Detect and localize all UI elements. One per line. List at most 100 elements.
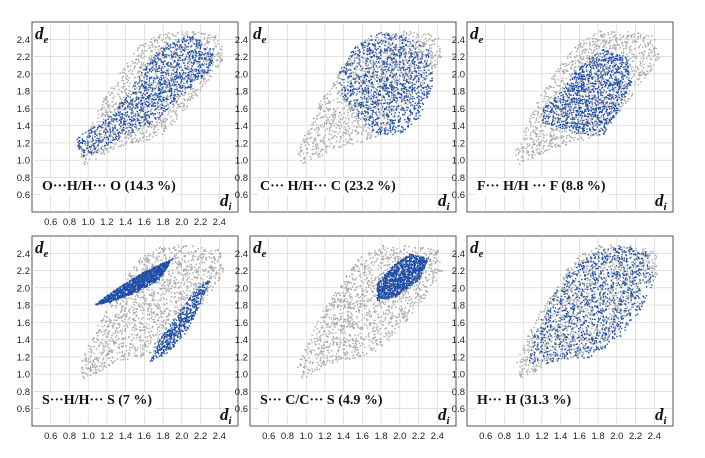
data-point xyxy=(350,92,352,95)
data-point xyxy=(135,103,137,105)
data-point xyxy=(199,82,201,85)
data-point xyxy=(408,57,410,59)
data-point xyxy=(169,79,171,82)
data-point xyxy=(166,34,169,36)
data-point xyxy=(390,84,392,86)
data-point xyxy=(401,74,404,77)
data-point xyxy=(104,111,107,114)
data-point xyxy=(199,46,202,48)
data-point xyxy=(364,90,366,92)
data-point xyxy=(145,100,148,103)
data-point xyxy=(388,95,390,98)
data-point xyxy=(396,65,398,68)
data-point xyxy=(131,125,133,127)
data-point xyxy=(151,65,153,68)
data-point xyxy=(413,53,416,55)
data-point xyxy=(359,76,361,78)
data-point xyxy=(172,66,175,68)
data-point xyxy=(118,131,120,133)
data-point xyxy=(365,107,367,109)
data-point xyxy=(379,57,382,60)
data-point xyxy=(174,80,177,83)
data-point xyxy=(191,36,193,39)
data-point xyxy=(90,129,93,131)
data-point xyxy=(368,100,370,103)
data-point xyxy=(206,52,209,54)
data-point xyxy=(107,106,109,108)
data-point xyxy=(389,85,392,88)
data-point xyxy=(206,46,208,48)
data-point xyxy=(147,88,149,90)
data-point xyxy=(111,130,114,132)
data-point xyxy=(170,92,173,95)
data-point xyxy=(197,72,199,75)
data-point xyxy=(143,118,146,120)
data-point xyxy=(367,126,369,129)
data-point xyxy=(84,143,86,145)
data-point xyxy=(372,51,374,53)
data-point xyxy=(215,54,217,56)
data-point xyxy=(404,110,406,112)
data-point xyxy=(79,136,81,139)
data-point xyxy=(367,111,369,113)
data-point xyxy=(314,137,316,140)
data-point xyxy=(396,106,398,108)
data-point xyxy=(125,142,127,144)
data-point xyxy=(146,139,149,141)
data-point xyxy=(395,38,397,40)
data-point xyxy=(136,125,138,127)
data-point xyxy=(186,75,188,77)
data-point xyxy=(409,114,411,116)
data-point xyxy=(347,57,350,60)
data-point xyxy=(162,74,164,77)
data-point xyxy=(161,91,163,93)
data-point xyxy=(379,46,382,48)
data-point xyxy=(383,77,385,80)
data-point xyxy=(354,103,356,105)
data-point xyxy=(376,71,378,73)
data-point xyxy=(410,104,412,107)
data-point xyxy=(368,80,370,82)
data-point xyxy=(154,126,156,129)
data-point xyxy=(182,36,184,38)
data-point xyxy=(161,104,164,107)
data-point xyxy=(429,34,431,36)
data-point xyxy=(197,52,200,55)
data-point xyxy=(387,115,389,118)
data-point xyxy=(384,85,387,87)
data-point xyxy=(414,107,417,110)
data-point xyxy=(119,136,122,138)
data-point xyxy=(353,52,355,54)
data-point xyxy=(187,67,190,69)
data-point xyxy=(203,37,206,39)
data-point xyxy=(409,86,411,88)
data-point xyxy=(358,63,360,66)
data-point xyxy=(99,132,101,135)
data-point xyxy=(146,121,148,123)
data-point xyxy=(366,80,368,83)
data-point xyxy=(398,120,401,123)
data-point xyxy=(411,62,414,64)
data-point xyxy=(199,66,202,68)
data-point xyxy=(157,96,159,98)
data-point xyxy=(354,88,356,90)
data-point xyxy=(359,69,362,72)
data-point xyxy=(127,133,129,135)
data-point xyxy=(129,134,131,137)
data-point xyxy=(141,137,144,140)
data-point xyxy=(134,106,137,109)
data-point xyxy=(416,56,419,58)
data-point xyxy=(189,79,191,81)
y-tick-label: 1.6 xyxy=(17,104,30,115)
data-point xyxy=(209,61,211,63)
data-point xyxy=(174,45,177,47)
data-point xyxy=(160,100,163,102)
data-point xyxy=(365,104,368,106)
data-point xyxy=(140,122,143,124)
data-point xyxy=(139,132,142,134)
data-point xyxy=(318,153,320,156)
data-point xyxy=(132,124,135,127)
data-point xyxy=(417,77,420,79)
data-point xyxy=(336,97,339,100)
data-point xyxy=(194,50,197,53)
